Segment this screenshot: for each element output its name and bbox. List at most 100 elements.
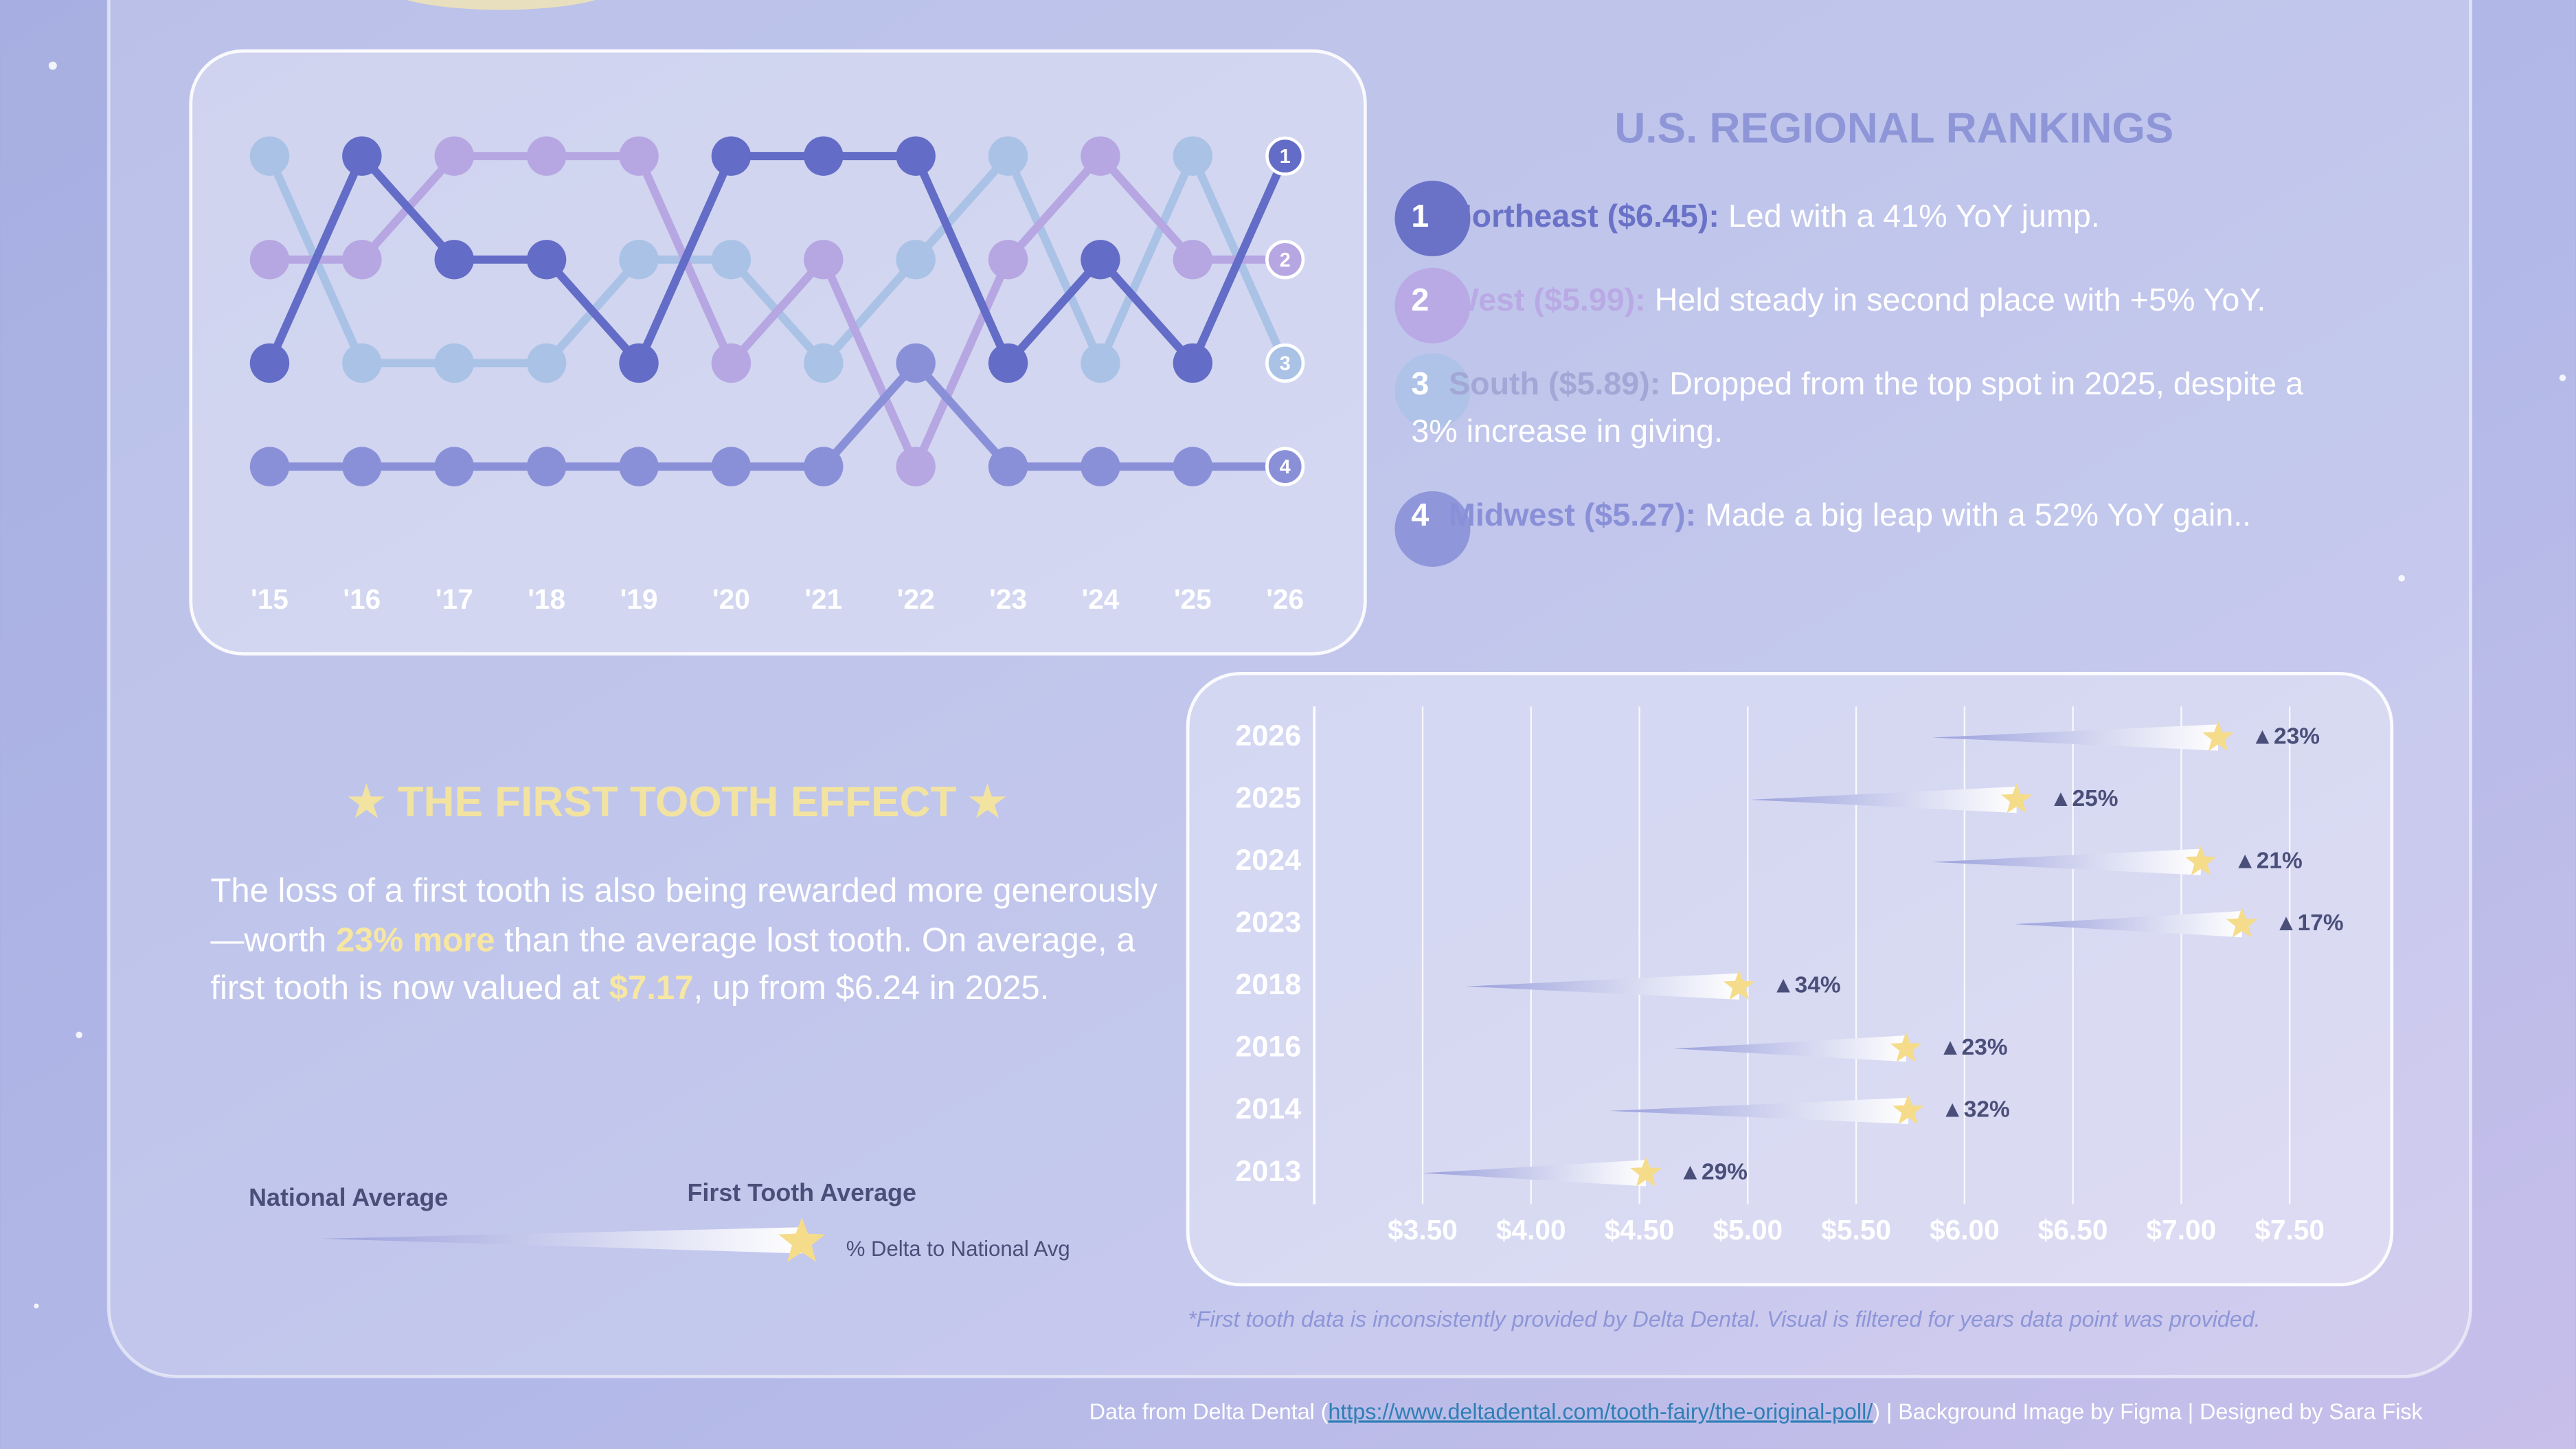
x-tick-label: $6.00 [1930, 1214, 2000, 1246]
rank-text: Led with a 41% YoY jump. [1728, 199, 2100, 235]
first-tooth-marker [1630, 1156, 1662, 1187]
range-legend: National Average First Tooth Average % D… [249, 1179, 1070, 1262]
bump-point [1081, 447, 1120, 486]
footer: Data from Delta Dental (https://www.delt… [1089, 1399, 2424, 1424]
x-tick-label: '18 [528, 583, 565, 615]
x-tick-label: '16 [343, 583, 381, 615]
rank-number: 4 [1411, 497, 1430, 535]
bump-point [619, 343, 659, 383]
rank-name: South ($5.89): [1448, 366, 1661, 403]
highlight: 23% more [335, 921, 495, 959]
rankings-title: U.S. REGIONAL RANKINGS [1614, 105, 2173, 153]
highlight: $7.17 [609, 969, 694, 1007]
delta-label: ▲17% [2275, 910, 2344, 936]
rank-circles [1394, 181, 1471, 567]
bump-point [434, 136, 474, 176]
x-tick-label: $7.50 [2255, 1214, 2325, 1246]
rank-name: Northeast ($6.45): [1448, 199, 1719, 235]
bump-point [711, 136, 752, 176]
bump-point [434, 343, 474, 383]
range-bar [1750, 786, 2017, 813]
y-tick-label: 2026 [1235, 719, 1301, 752]
y-tick-label: 2016 [1235, 1031, 1301, 1064]
bump-point [526, 447, 567, 486]
x-tick-label: '17 [436, 583, 473, 615]
bump-point [526, 136, 567, 176]
x-tick-label: '19 [620, 583, 658, 615]
legend-label: First Tooth Average [688, 1179, 916, 1206]
bump-panel [189, 49, 1367, 656]
delta-label: ▲23% [1939, 1035, 2007, 1060]
first-tooth-text: The loss of a first tooth is also being … [210, 868, 1171, 1013]
bump-point [1173, 240, 1213, 280]
body-segment: , up from $6.24 in 2025. [693, 969, 1050, 1007]
bump-point [988, 136, 1028, 176]
bump-chart: '15 '16 '17 '18 '19 '20 '21 '22 '23 '24 '25 '26 1 2 3 4 [249, 136, 1305, 615]
rank-tick [1265, 240, 1305, 280]
rank-tick-label: 1 [1280, 146, 1291, 168]
x-tick-label: $5.00 [1713, 1214, 1783, 1246]
footer-text: Data from Delta Dental ( [1089, 1399, 1329, 1424]
footer-link[interactable]: https://www.deltadental.com/tooth-fairy/… [1329, 1399, 1873, 1424]
bump-point [342, 447, 382, 486]
x-tick-label: $4.00 [1496, 1214, 1566, 1246]
rank-item: 1 Northeast ($6.45): Led with a 41% YoY j… [1411, 194, 2331, 241]
decor-stars [34, 61, 2566, 1309]
x-tick-label: '20 [712, 583, 750, 615]
y-tick-label: 2014 [1235, 1092, 1301, 1125]
x-tick-label: '23 [989, 583, 1027, 615]
bump-point [1173, 136, 1213, 176]
range-bar [1423, 1160, 1647, 1187]
first-tooth-marker [2226, 908, 2258, 938]
x-tick-label: $7.00 [2147, 1214, 2217, 1246]
bump-point [988, 343, 1028, 383]
x-tick-label: '21 [804, 583, 842, 615]
delta-label: ▲21% [2234, 848, 2303, 873]
range-bar [1609, 1097, 1908, 1124]
first-tooth-marker [1723, 969, 1755, 1000]
delta-label: ▲25% [2049, 786, 2118, 811]
delta-label: ▲32% [1941, 1097, 2010, 1123]
first-tooth-marker [1893, 1094, 1924, 1125]
x-tick-label: $3.50 [1388, 1214, 1458, 1246]
bump-point [711, 447, 752, 486]
delta-label: ▲23% [2251, 723, 2320, 749]
delta-label: ▲29% [1679, 1159, 1748, 1184]
rank-tick [1265, 447, 1305, 486]
rank-tick [1265, 136, 1305, 176]
body-segment: The loss of a first tooth is also being … [210, 872, 1158, 959]
bump-point [896, 343, 936, 383]
bump-point [526, 343, 567, 383]
range-bar [1932, 724, 2219, 751]
range-bar [1932, 849, 2201, 875]
bump-line [266, 152, 1289, 368]
first-tooth-marker [1890, 1032, 1922, 1062]
bump-point [711, 343, 752, 383]
x-tick-label: '25 [1174, 583, 1212, 615]
delta-label: ▲34% [1772, 973, 1841, 998]
bump-point [249, 447, 290, 486]
rank-text: Held steady in second place with +5% YoY… [1654, 282, 2266, 319]
bump-point [249, 240, 290, 280]
y-tick-label: 2018 [1235, 968, 1301, 1001]
bump-point [1081, 343, 1120, 383]
bump-point [1081, 136, 1120, 176]
y-tick-label: 2025 [1235, 781, 1301, 814]
first-tooth-marker [2202, 721, 2234, 751]
bump-point [342, 240, 382, 280]
footer-text: ) | Background Image by Figma | Designed… [1873, 1399, 2423, 1424]
bump-point [896, 240, 936, 280]
first-tooth-title: ★ THE FIRST TOOTH EFFECT ★ [348, 778, 1007, 826]
bump-point [342, 343, 382, 383]
rank-tick-label: 4 [1280, 456, 1291, 478]
x-tick-label: '26 [1266, 583, 1304, 615]
x-tick-label: $5.50 [1821, 1214, 1891, 1246]
range-bar [1674, 1035, 1906, 1062]
main-panel [106, 0, 2472, 1379]
bump-point [804, 136, 844, 176]
x-tick-label: $4.50 [1605, 1214, 1675, 1246]
bump-point [619, 240, 659, 280]
rank-number: 2 [1411, 282, 1430, 319]
